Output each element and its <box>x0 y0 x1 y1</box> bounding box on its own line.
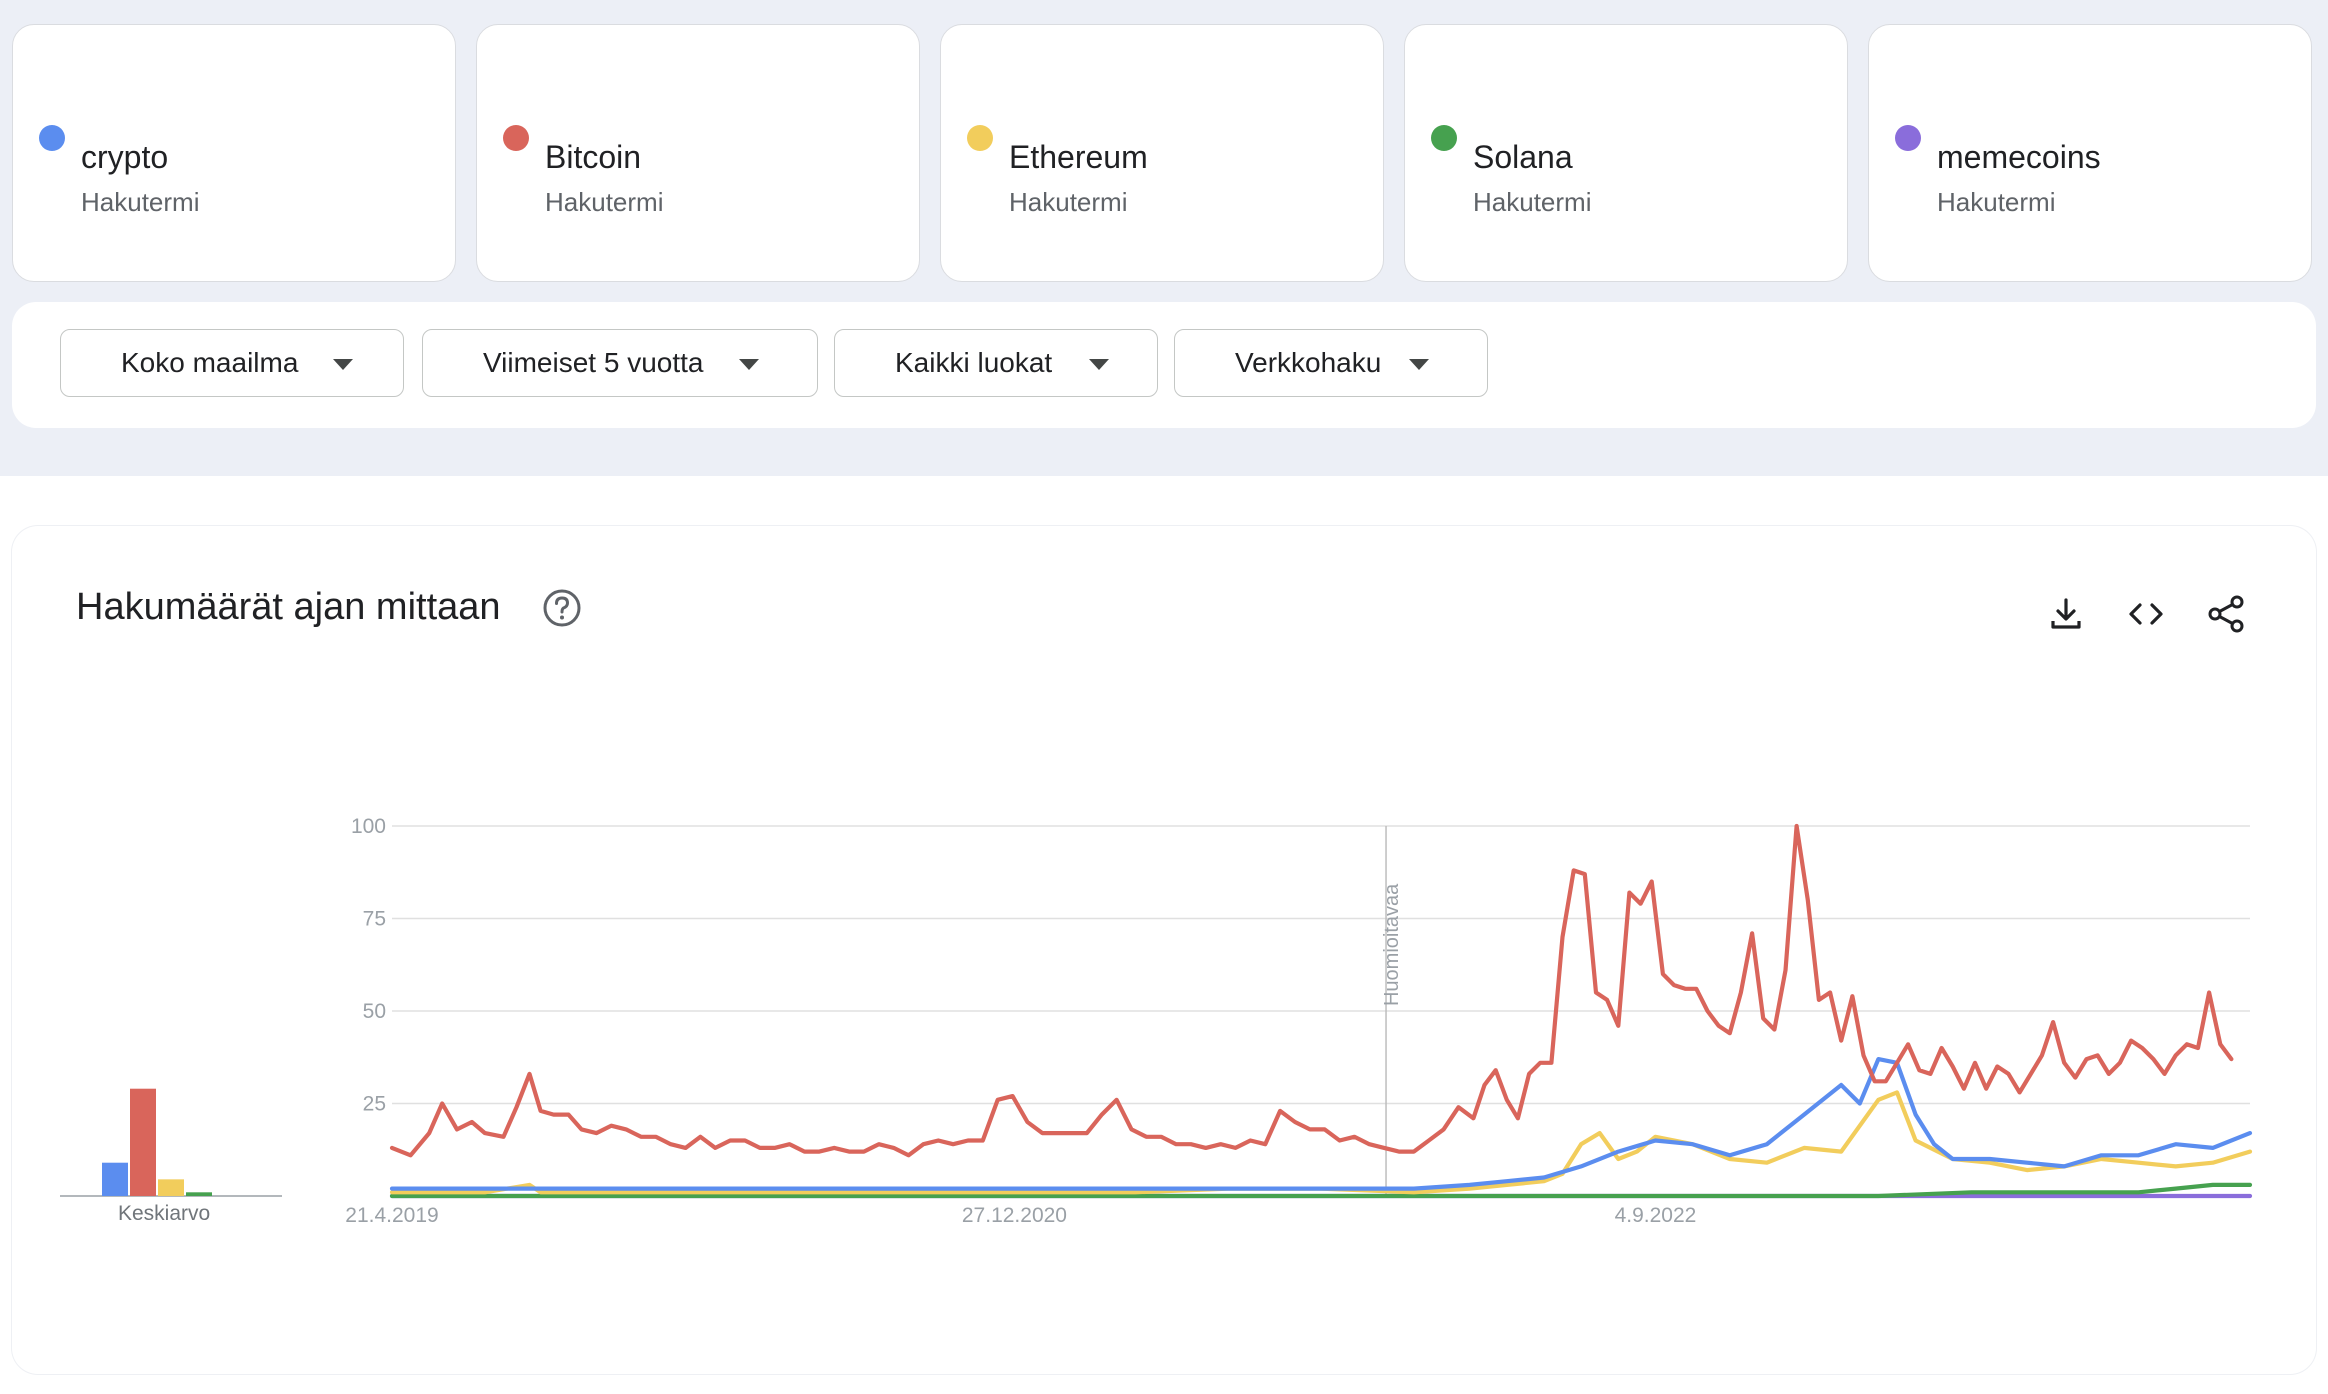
term-card-solana[interactable]: Solana Hakutermi <box>1404 24 1848 282</box>
term-color-dot <box>1895 125 1921 151</box>
category-label: Kaikki luokat <box>895 347 1053 378</box>
time-range-label: Viimeiset 5 vuotta <box>483 347 704 378</box>
term-name: Bitcoin <box>545 139 642 175</box>
term-card-ethereum[interactable]: Ethereum Hakutermi <box>940 24 1384 282</box>
average-bar-bitcoin <box>130 1088 156 1196</box>
caret-down-icon <box>739 359 759 370</box>
term-name: Ethereum <box>1009 139 1148 175</box>
y-tick-label: 50 <box>363 1000 386 1023</box>
term-name: Solana <box>1473 139 1573 175</box>
search-type-dropdown[interactable]: Verkkohaku <box>1174 329 1488 397</box>
chart-title: Hakumäärät ajan mittaan <box>76 586 501 628</box>
series-line-bitcoin <box>389 823 2234 1158</box>
caret-down-icon <box>1409 359 1429 370</box>
term-type: Hakutermi <box>1473 187 1592 217</box>
term-color-dot <box>503 125 529 151</box>
term-color-dot <box>967 125 993 151</box>
region-dropdown[interactable]: Koko maailma <box>60 329 404 397</box>
download-icon[interactable] <box>2046 594 2086 634</box>
x-tick-label: 4.9.2022 <box>1615 1204 1697 1227</box>
term-type: Hakutermi <box>1009 187 1128 217</box>
term-type: Hakutermi <box>545 187 664 217</box>
y-tick-label: 25 <box>363 1093 386 1116</box>
embed-icon[interactable] <box>2126 594 2166 634</box>
term-name: crypto <box>81 139 169 175</box>
x-tick-label: 27.12.2020 <box>962 1204 1067 1227</box>
filters-panel: Koko maailma Viimeiset 5 vuotta Kaikki l… <box>12 302 2316 428</box>
x-tick-label: 21.4.2019 <box>345 1204 438 1227</box>
term-card-memecoins[interactable]: memecoins Hakutermi <box>1868 24 2312 282</box>
search-type-label: Verkkohaku <box>1235 347 1382 378</box>
term-type: Hakutermi <box>81 187 200 217</box>
average-label: Keskiarvo <box>118 1202 211 1225</box>
series-line-solana <box>389 1182 2253 1199</box>
term-card-bitcoin[interactable]: Bitcoin Hakutermi <box>476 24 920 282</box>
term-type: Hakutermi <box>1937 187 2056 217</box>
help-icon[interactable] <box>542 588 582 628</box>
caret-down-icon <box>333 359 353 370</box>
category-dropdown[interactable]: Kaikki luokat <box>834 329 1158 397</box>
caret-down-icon <box>1089 359 1109 370</box>
share-icon[interactable] <box>2206 594 2246 634</box>
annotation-label: Huomioitavaa <box>1381 883 1403 1006</box>
y-tick-label: 75 <box>363 908 386 931</box>
term-color-dot <box>39 125 65 151</box>
region-label: Koko maailma <box>121 347 299 378</box>
average-bar-crypto <box>102 1162 128 1196</box>
y-tick-label: 100 <box>351 815 386 838</box>
term-color-dot <box>1431 125 1457 151</box>
term-card-crypto[interactable]: crypto Hakutermi <box>12 24 456 282</box>
series-line-crypto <box>389 1057 2253 1191</box>
interest-over-time-card: Hakumäärät ajan mittaan 100 75 50 25 Huomioi… <box>12 526 2316 1374</box>
average-bar-ethereum <box>158 1179 184 1196</box>
trend-chart: 100 75 50 25 Huomioitavaa 21.4.2019 27.12.2020… <box>60 815 2253 1227</box>
term-name: memecoins <box>1937 139 2101 175</box>
time-range-dropdown[interactable]: Viimeiset 5 vuotta <box>422 329 818 397</box>
average-bar-solana <box>186 1192 212 1196</box>
